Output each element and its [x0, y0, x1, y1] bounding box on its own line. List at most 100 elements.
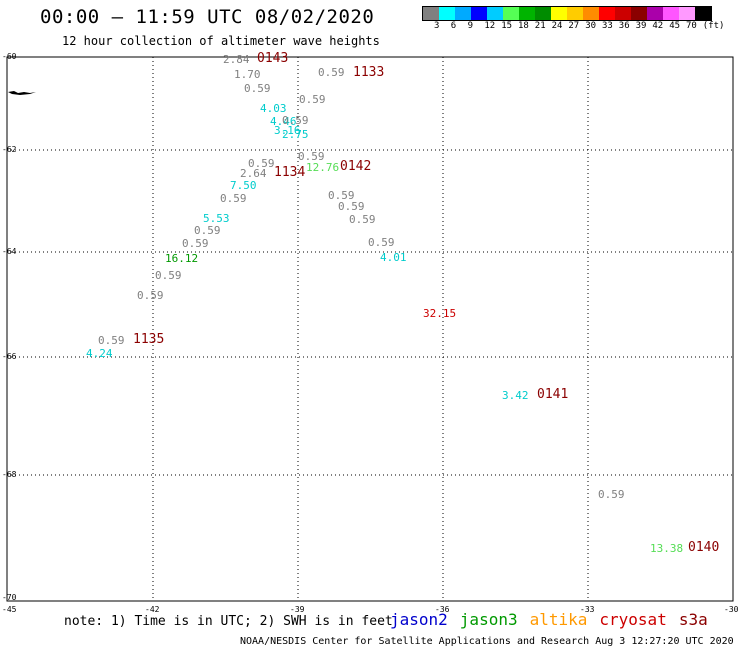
island-outline [8, 91, 36, 95]
satellite-legend: jason2 jason3 altika cryosat s3a [390, 610, 720, 629]
latitude-tick-label: -62 [2, 145, 17, 154]
legend-swatch [535, 7, 551, 20]
legend-label: 3 [434, 21, 440, 31]
pass-time-label: 0142 [340, 159, 372, 174]
wave-height-label: 3.42 [502, 389, 529, 402]
legend-swatch [615, 7, 631, 20]
units-note: note: 1) Time is in UTC; 2) SWH is in fe… [64, 614, 393, 629]
wave-height-label: 4.01 [380, 251, 407, 264]
wave-height-label: 0.59 [338, 200, 365, 213]
legend-swatch [695, 7, 711, 20]
wave-height-label: 2.64 [240, 167, 267, 180]
map-frame [6, 56, 734, 602]
pass-time-label: 1135 [133, 332, 165, 347]
wave-height-label: 13.38 [650, 542, 684, 555]
legend-swatch [583, 7, 599, 20]
satellite-name: jason2 [390, 610, 448, 629]
credit-footer: NOAA/NESDIS Center for Satellite Applica… [240, 636, 734, 647]
legend-label: 12 [484, 21, 496, 31]
wave-height-label: 1.70 [234, 68, 261, 81]
legend-label: 15 [501, 21, 513, 31]
wave-height-label: 0.59 [248, 157, 275, 170]
wave-height-label: 12.76 [306, 161, 340, 174]
wave-height-label: 0.59 [244, 82, 271, 95]
wave-height-label: 0.59 [368, 236, 395, 249]
satellite-name: s3a [678, 610, 708, 629]
pass-time-label: 1133 [353, 65, 385, 80]
legend-label: 27 [568, 21, 580, 31]
legend-swatch [647, 7, 663, 20]
map-title: 00:00 – 11:59 UTC 08/02/2020 [40, 6, 375, 28]
wave-height-label: 16.12 [165, 252, 199, 265]
legend-swatch [599, 7, 615, 20]
longitude-tick-label: -30 [724, 605, 739, 614]
legend-label: 42 [652, 21, 664, 31]
satellite-name: altika [529, 610, 588, 629]
legend-label: (ft) [702, 21, 725, 31]
legend-swatch [455, 7, 471, 20]
legend-label: 70 [686, 21, 697, 31]
wave-height-label: 7.50 [230, 179, 257, 192]
wave-height-label: 0.59 [349, 213, 376, 226]
wave-height-label: 4.46 [270, 115, 297, 128]
graticule [7, 57, 733, 601]
wave-height-label: 0.59 [598, 488, 625, 501]
wave-height-label: 2.75 [282, 128, 309, 141]
latitude-tick-label: -68 [2, 470, 17, 479]
latitude-tick-label: -60 [2, 52, 17, 61]
wave-height-label: 0.59 [194, 224, 221, 237]
legend-label: 36 [618, 21, 630, 31]
latitude-tick-label: -70 [2, 593, 17, 602]
legend-label: 9 [467, 21, 474, 31]
pass-time-label: 0140 [688, 540, 720, 555]
legend-swatch [631, 7, 647, 20]
wave-height-label: 2.84 [223, 53, 250, 66]
legend-label: 30 [585, 21, 597, 31]
legend-label: 45 [669, 21, 681, 31]
legend-label: 24 [551, 21, 563, 31]
wave-height-label: 0.59 [182, 237, 209, 250]
legend-swatch [679, 7, 695, 20]
wave-height-label: 0.59 [155, 269, 182, 282]
legend-swatch [503, 7, 519, 20]
color-legend [422, 6, 712, 21]
wave-height-label: 0.59 [220, 192, 247, 205]
wave-height-label: 0.59 [282, 114, 309, 127]
longitude-tick-label: -33 [580, 605, 595, 614]
pass-time-label: 0141 [537, 387, 569, 402]
legend-label: 21 [534, 21, 546, 31]
color-legend-labels: 3 6 9 12 15 18 21 24 27 30 33 36 39 42 45 70 (ft) [422, 21, 740, 33]
longitude-tick-label: -45 [2, 605, 17, 614]
pass-time-label: 1134 [274, 165, 306, 180]
wave-height-label: 4.03 [260, 102, 287, 115]
longitude-tick-label: -42 [145, 605, 160, 614]
wave-height-label: 0.59 [137, 289, 164, 302]
latitude-tick-label: -64 [2, 247, 17, 256]
latitude-tick-label: -66 [2, 352, 17, 361]
legend-swatch [471, 7, 487, 20]
legend-swatch [423, 7, 439, 20]
legend-swatch [567, 7, 583, 20]
wave-height-label: 32.15 [423, 307, 457, 320]
wave-height-label: 0.59 [299, 93, 326, 106]
wave-height-label: 0.59 [328, 189, 355, 202]
legend-label: 39 [635, 21, 647, 31]
pass-time-label: 0143 [257, 51, 289, 66]
wave-height-label: 5.53 [203, 212, 230, 225]
legend-label: 18 [518, 21, 529, 31]
longitude-tick-label: -36 [435, 605, 450, 614]
wave-height-label: 4.24 [86, 347, 113, 360]
wave-height-label: 0.59 [298, 150, 325, 163]
wave-height-label: 3.16 [274, 124, 301, 137]
legend-swatch [519, 7, 535, 20]
longitude-tick-label: -39 [290, 605, 305, 614]
wave-height-label: 0.59 [318, 66, 345, 79]
map-subtitle: 12 hour collection of altimeter wave hei… [62, 34, 380, 48]
legend-swatch [551, 7, 567, 20]
satellite-name: cryosat [599, 610, 667, 629]
legend-swatch [487, 7, 503, 20]
legend-label: 6 [450, 21, 457, 31]
legend-swatch [663, 7, 679, 20]
